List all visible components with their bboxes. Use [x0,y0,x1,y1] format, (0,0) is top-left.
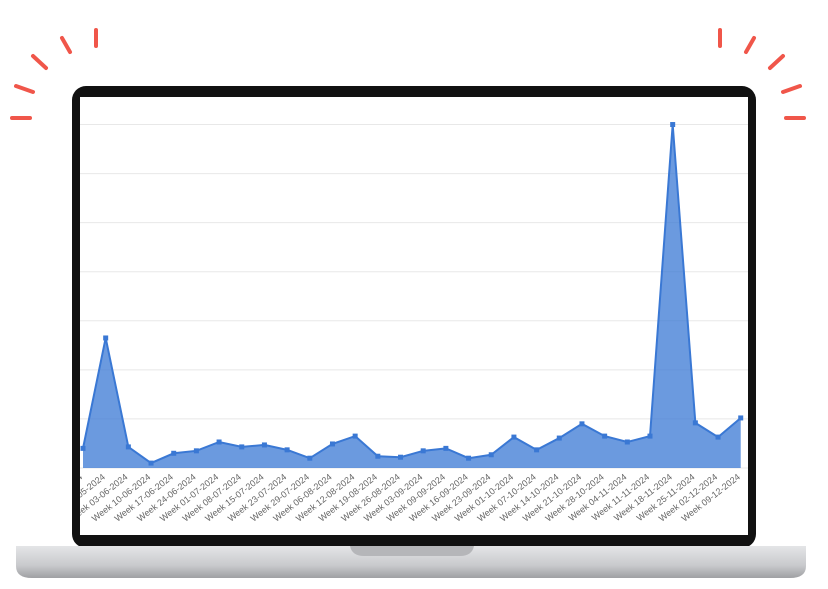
sparks [10,28,806,120]
screen [80,97,748,535]
point [216,439,222,445]
point [103,335,109,341]
point [443,445,449,451]
point [624,439,630,445]
point [579,421,585,427]
point [375,453,381,459]
point [307,455,313,461]
point [420,448,426,454]
laptop-base [16,546,806,578]
point [602,433,608,439]
point [511,434,517,440]
point [284,447,290,453]
notch [350,546,474,556]
point [488,452,494,458]
point [352,433,358,439]
point [398,454,404,460]
point [193,448,199,454]
point [80,445,86,451]
point [670,122,676,128]
point [534,447,540,453]
point [647,433,653,439]
point [148,460,154,466]
point [466,455,472,461]
point [171,450,177,456]
point [692,420,698,426]
point [239,444,245,450]
area-line [82,124,742,465]
point [715,434,721,440]
point [261,442,267,448]
point [329,441,335,447]
point [125,444,131,450]
point [556,435,562,441]
point [738,415,744,421]
